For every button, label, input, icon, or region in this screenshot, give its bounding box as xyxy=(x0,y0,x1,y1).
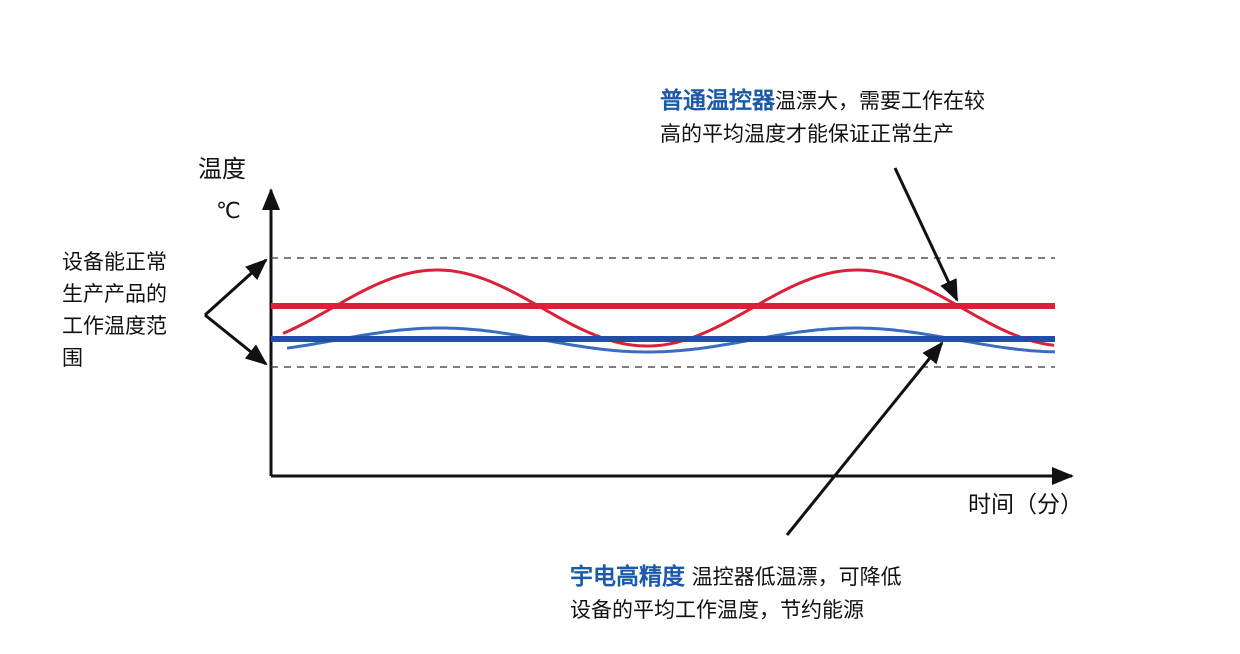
y-axis-unit: ℃ xyxy=(216,199,241,224)
range-label-line: 生产产品的 xyxy=(62,282,167,306)
top-annotation-line1: 普通温控器温漂大，需要工作在较 xyxy=(660,86,985,116)
bottom-annotation-text: 温控器低温漂，可降低 xyxy=(685,565,902,589)
top-annotation-arrow xyxy=(893,167,959,302)
range-bracket-lower xyxy=(204,313,268,366)
x-axis-label: 时间（分） xyxy=(968,492,1083,518)
y-axis-label: 温度 xyxy=(198,155,246,183)
bottom-annotation-line1: 宇电高精度 温控器低温漂，可降低 xyxy=(570,562,902,592)
range-label-line: 围 xyxy=(62,346,83,370)
range-label-line: 工作温度范 xyxy=(62,314,167,338)
bottom-annotation-highlight: 宇电高精度 xyxy=(570,564,685,590)
precision-controller-wave xyxy=(286,326,1056,354)
range-label-line: 设备能正常 xyxy=(62,250,167,274)
top-annotation-highlight: 普通温控器 xyxy=(660,88,775,114)
top-annotation-text: 温漂大，需要工作在较 xyxy=(775,89,985,113)
standard-controller-wave xyxy=(282,268,1055,348)
bottom-annotation-arrow xyxy=(785,341,944,536)
bottom-annotation-line2: 设备的平均工作温度，节约能源 xyxy=(570,598,864,622)
top-annotation-line2: 高的平均温度才能保证正常生产 xyxy=(660,122,954,146)
range-bracket-upper xyxy=(203,258,268,317)
